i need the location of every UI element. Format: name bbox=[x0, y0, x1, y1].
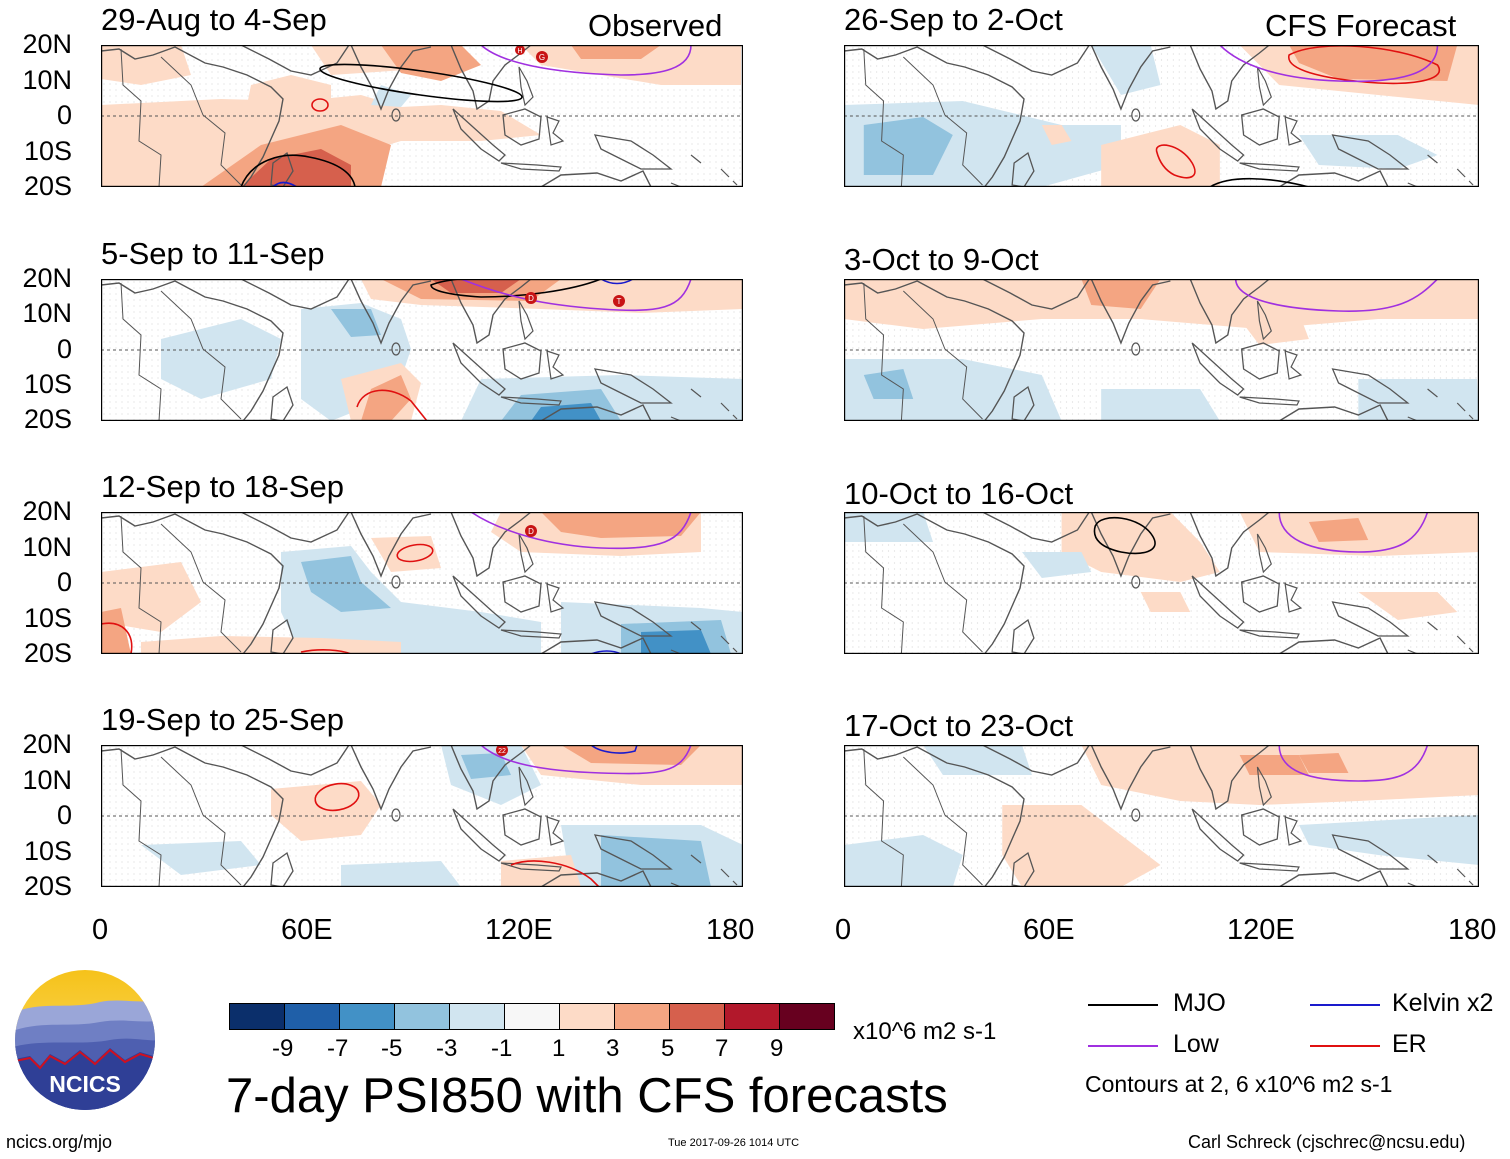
map-fcst-3 bbox=[844, 512, 1479, 654]
colorbar-tick: -3 bbox=[436, 1035, 458, 1062]
legend-line-kelvin bbox=[1310, 1004, 1380, 1006]
colorbar-tick: -9 bbox=[272, 1035, 294, 1062]
legend-label-low: Low bbox=[1173, 1030, 1219, 1058]
lon-label-180: 180 bbox=[706, 914, 755, 946]
lat-label-10n: 10N bbox=[22, 298, 72, 328]
panel-title-fcst-1: 26-Sep to 2-Oct bbox=[844, 2, 1063, 37]
footer-url[interactable]: ncics.org/mjo bbox=[6, 1132, 113, 1152]
storm-marker-obs-2a: D bbox=[525, 292, 537, 304]
lat-label-10n: 10N bbox=[22, 532, 72, 562]
lat-label-20n: 20N bbox=[22, 496, 72, 526]
storm-marker-obs-4a: 22 bbox=[496, 745, 508, 756]
storm-marker-obs-3a: D bbox=[525, 525, 537, 537]
map-obs-1: H G bbox=[101, 45, 743, 187]
colorbar bbox=[229, 1003, 835, 1030]
lon-label-0: 0 bbox=[835, 914, 852, 946]
panel-title-obs-3: 12-Sep to 18-Sep bbox=[101, 469, 345, 504]
svg-text:T: T bbox=[617, 297, 622, 306]
svg-text:22: 22 bbox=[498, 748, 506, 755]
lat-label-20n: 20N bbox=[22, 263, 72, 293]
lat-label-20s: 20S bbox=[23, 404, 72, 434]
lon-label-180: 180 bbox=[1448, 914, 1497, 946]
colorbar-swatch bbox=[394, 1004, 449, 1029]
colorbar-swatch bbox=[614, 1004, 669, 1029]
legend-label-kelvin: Kelvin x2 bbox=[1392, 989, 1494, 1017]
map-obs-4: 22 bbox=[101, 745, 743, 887]
colorbar-swatch bbox=[779, 1004, 834, 1029]
svg-text:D: D bbox=[528, 294, 534, 303]
panel-title-fcst-4: 17-Oct to 23-Oct bbox=[844, 708, 1074, 743]
colorbar-swatch bbox=[230, 1004, 284, 1029]
panel-title-obs-1: 29-Aug to 4-Sep bbox=[101, 2, 327, 37]
colorbar-swatch bbox=[669, 1004, 724, 1029]
map-fcst-4 bbox=[844, 745, 1479, 887]
map-fcst-2 bbox=[844, 279, 1479, 421]
panel-title-obs-2: 5-Sep to 11-Sep bbox=[101, 236, 325, 271]
lat-label-10s: 10S bbox=[23, 136, 72, 166]
storm-marker-obs-2b: T bbox=[613, 295, 625, 307]
map-fcst-1 bbox=[844, 45, 1479, 187]
lat-label-20s: 20S bbox=[23, 171, 72, 201]
panel-title-fcst-3: 10-Oct to 16-Oct bbox=[844, 476, 1074, 511]
colorbar-swatch bbox=[559, 1004, 614, 1029]
colorbar-tick: 3 bbox=[606, 1035, 620, 1062]
svg-text:H: H bbox=[517, 48, 522, 55]
cfs-forecast-header: CFS Forecast bbox=[1265, 8, 1457, 43]
lat-label-20s: 20S bbox=[23, 638, 72, 668]
storm-marker-obs-1b: G bbox=[536, 51, 548, 63]
footer-timestamp: Tue 2017-09-26 1014 UTC bbox=[668, 1137, 800, 1149]
lat-label-10s: 10S bbox=[23, 836, 72, 866]
lat-label-10n: 10N bbox=[22, 65, 72, 95]
lat-label-10n: 10N bbox=[22, 765, 72, 795]
lon-label-60e: 60E bbox=[281, 914, 333, 946]
panel-title-obs-4: 19-Sep to 25-Sep bbox=[101, 702, 345, 737]
colorbar-swatch bbox=[504, 1004, 559, 1029]
lat-label-20n: 20N bbox=[22, 729, 72, 759]
colorbar-swatch bbox=[284, 1004, 339, 1029]
main-title: 7-day PSI850 with CFS forecasts bbox=[226, 1069, 948, 1123]
ncics-logo: NCICS bbox=[15, 970, 155, 1110]
lon-label-0: 0 bbox=[92, 914, 109, 946]
colorbar-tick: 1 bbox=[552, 1035, 566, 1062]
lat-label-eq: 0 bbox=[56, 800, 72, 830]
legend-line-mjo bbox=[1088, 1004, 1158, 1006]
legend-line-low bbox=[1088, 1045, 1158, 1047]
legend-line-er bbox=[1310, 1045, 1380, 1047]
observed-header: Observed bbox=[588, 8, 723, 43]
lon-label-120e: 120E bbox=[1227, 914, 1295, 946]
colorbar-tick: -1 bbox=[491, 1035, 513, 1062]
lat-label-eq: 0 bbox=[56, 567, 72, 597]
colorbar-swatch bbox=[339, 1004, 394, 1029]
lat-label-eq: 0 bbox=[56, 334, 72, 364]
colorbar-tick: -7 bbox=[327, 1035, 349, 1062]
colorbar-tick: 9 bbox=[770, 1035, 784, 1062]
lon-label-120e: 120E bbox=[485, 914, 553, 946]
legend-label-mjo: MJO bbox=[1173, 989, 1226, 1017]
legend-label-er: ER bbox=[1392, 1030, 1427, 1058]
ncics-logo-text: NCICS bbox=[49, 1071, 121, 1097]
svg-text:D: D bbox=[528, 527, 534, 536]
lat-label-20n: 20N bbox=[22, 29, 72, 59]
footer-author: Carl Schreck (cjschrec@ncsu.edu) bbox=[1188, 1132, 1466, 1152]
storm-marker-obs-1a: H bbox=[515, 45, 525, 55]
svg-text:G: G bbox=[539, 53, 545, 62]
map-obs-3: D bbox=[101, 512, 743, 654]
lat-label-10s: 10S bbox=[23, 603, 72, 633]
colorbar-units: x10^6 m2 s-1 bbox=[853, 1018, 997, 1045]
panel-title-fcst-2: 3-Oct to 9-Oct bbox=[844, 242, 1039, 277]
lat-label-20s: 20S bbox=[23, 871, 72, 901]
colorbar-swatch bbox=[724, 1004, 779, 1029]
legend-note: Contours at 2, 6 x10^6 m2 s-1 bbox=[1085, 1071, 1393, 1097]
colorbar-tick: -5 bbox=[381, 1035, 403, 1062]
colorbar-tick: 7 bbox=[715, 1035, 729, 1062]
lat-label-eq: 0 bbox=[56, 100, 72, 130]
lat-label-10s: 10S bbox=[23, 369, 72, 399]
colorbar-tick: 5 bbox=[661, 1035, 675, 1062]
colorbar-swatch bbox=[449, 1004, 504, 1029]
lon-label-60e: 60E bbox=[1023, 914, 1075, 946]
map-obs-2: D T bbox=[101, 279, 743, 421]
